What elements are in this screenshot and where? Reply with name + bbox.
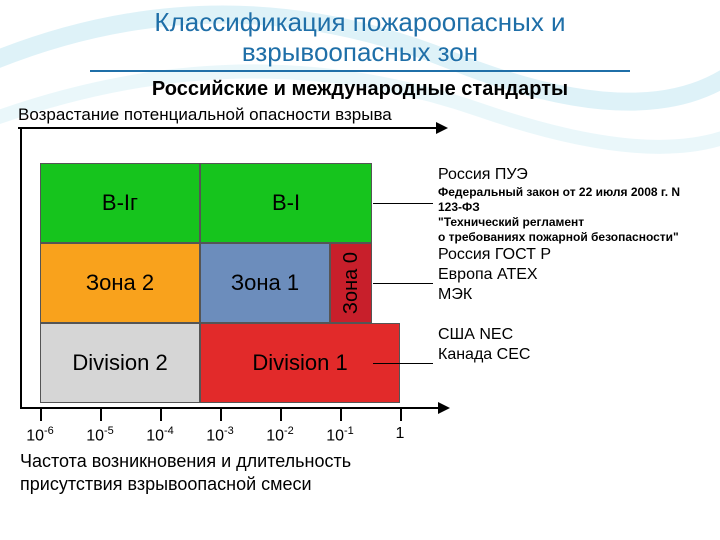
x-tick-label: 10-1 [326, 425, 354, 445]
title-underline [90, 70, 630, 72]
x-tick-label: 10-3 [206, 425, 234, 445]
x-tick [340, 407, 342, 421]
x-tick-label: 10-6 [26, 425, 54, 445]
zone-label: Зона 1 [231, 270, 299, 296]
zone-r1b: В-I [200, 163, 372, 243]
zone-r1a: В-Iг [40, 163, 200, 243]
y-axis [20, 127, 22, 407]
x-tick-label: 10-4 [146, 425, 174, 445]
title-line-1: Классификация пожароопасных и [154, 7, 565, 37]
zone-label: Division 1 [252, 350, 347, 376]
x-caption-line-2: присутствия взрывоопасной смеси [20, 474, 312, 494]
page-title: Классификация пожароопасных и взрывоопас… [0, 0, 720, 72]
top-axis-arrow [18, 127, 438, 129]
x-tick [100, 407, 102, 421]
x-tick [400, 407, 402, 421]
right-label-row-0: Россия ПУЭФедеральный закон от 22 июля 2… [438, 165, 702, 245]
zone-label: Зона 0 [340, 252, 363, 314]
right-leader [373, 203, 433, 204]
x-axis-caption: Частота возникновения и длительность при… [20, 450, 351, 495]
x-tick [280, 407, 282, 421]
zone-label: Division 2 [72, 350, 167, 376]
top-axis-label: Возрастание потенциальной опасности взры… [18, 105, 392, 125]
right-leader [373, 283, 433, 284]
x-tick-label: 10-5 [86, 425, 114, 445]
subtitle: Российские и международные стандарты [0, 78, 720, 101]
zone-r2a: Зона 2 [40, 243, 200, 323]
title-line-2: взрывоопасных зон [242, 37, 478, 67]
zone-label: Зона 2 [86, 270, 154, 296]
zone-label: В-I [272, 190, 300, 216]
right-label-row-1: Россия ГОСТ РЕвропа ATEXМЭК [438, 245, 551, 305]
x-tick [40, 407, 42, 421]
x-tick-label: 10-2 [266, 425, 294, 445]
right-leader [373, 363, 433, 364]
zones-diagram: Возрастание потенциальной опасности взры… [18, 115, 702, 525]
zone-r2c: Зона 0 [330, 243, 372, 323]
zone-label: В-Iг [102, 190, 138, 216]
zone-r2b: Зона 1 [200, 243, 330, 323]
x-tick [160, 407, 162, 421]
x-axis-arrow [20, 407, 440, 409]
x-caption-line-1: Частота возникновения и длительность [20, 451, 351, 471]
zone-r3b: Division 1 [200, 323, 400, 403]
x-tick-label: 1 [396, 425, 405, 443]
x-tick [220, 407, 222, 421]
zone-r3a: Division 2 [40, 323, 200, 403]
right-label-row-2: США NECКанада CEC [438, 325, 530, 365]
